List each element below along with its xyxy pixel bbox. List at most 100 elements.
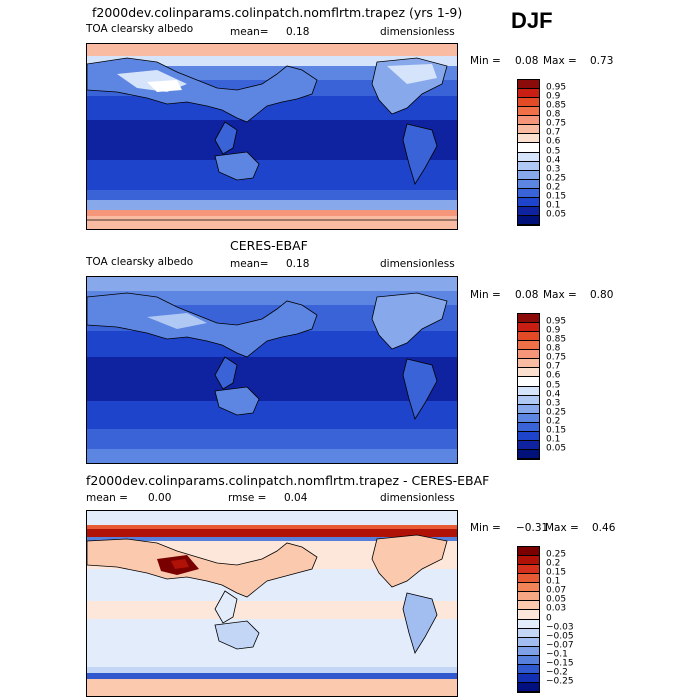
colorbar-swatch (518, 134, 539, 144)
colorbar-swatch (518, 206, 539, 216)
colorbar-swatch (518, 368, 539, 378)
panel-3-min-label: Min = (470, 522, 501, 534)
panel-1-map-field (87, 44, 457, 229)
panel-3-rmse-value: 0.04 (284, 492, 308, 504)
colorbar-label: 0.9 (546, 325, 561, 336)
colorbar-swatch (518, 646, 539, 656)
colorbar-swatch (518, 413, 539, 423)
colorbar-swatch (518, 359, 539, 369)
colorbar-swatch (518, 610, 539, 620)
colorbar-swatch (518, 179, 539, 189)
panel-1-colorbar-labels: 0.95 0.9 0.85 0.8 0.75 0.7 0.6 0.5 0.4 0.3 0.25 0.2… (546, 79, 586, 224)
colorbar-swatch (518, 556, 539, 566)
colorbar-label: −0.05 (546, 631, 574, 642)
colorbar-swatch (518, 583, 539, 593)
colorbar-swatch (518, 143, 539, 153)
colorbar-label: 0.2 (546, 558, 561, 569)
colorbar-label: 0.2 (546, 416, 561, 427)
panel-2-max-label: Max = (543, 289, 577, 301)
colorbar-label: 0.07 (546, 585, 567, 596)
colorbar-label: 0.75 (546, 118, 567, 129)
panel-2-mean-label: mean= (230, 258, 269, 270)
panel-2-variable: TOA clearsky albedo (86, 256, 194, 268)
colorbar-label: 0.3 (546, 398, 561, 409)
colorbar-swatch (518, 655, 539, 665)
colorbar-swatch (518, 592, 539, 602)
colorbar-swatch (518, 332, 539, 342)
colorbar-label: −0.2 (546, 667, 568, 678)
colorbar-swatch (518, 449, 539, 459)
colorbar-label: 0.2 (546, 182, 561, 193)
colorbar-label: 0.25 (546, 407, 567, 418)
colorbar-label: 0.1 (546, 576, 561, 587)
panel-3-rmse-label: rmse = (228, 492, 267, 504)
colorbar-swatch (518, 350, 539, 360)
panel-2-mean-value: 0.18 (286, 258, 310, 270)
colorbar-label: 0.3 (546, 164, 561, 175)
colorbar-swatch (518, 323, 539, 333)
panel-3-mean-label: mean = (86, 492, 128, 504)
colorbar-swatch (518, 341, 539, 351)
panel-3-max-value: 0.46 (592, 522, 616, 534)
colorbar-swatch (518, 637, 539, 647)
panel-2-max-value: 0.80 (590, 289, 614, 301)
panel-1-max-label: Max = (543, 55, 577, 67)
colorbar-label: 0.15 (546, 425, 567, 436)
panel-3-mean-value: 0.00 (148, 492, 172, 504)
colorbar-swatch (518, 188, 539, 198)
colorbar-label: 0.85 (546, 100, 567, 111)
colorbar-label: 0.05 (546, 443, 567, 454)
panel-3-map-field (87, 511, 457, 696)
colorbar-label: 0.6 (546, 136, 561, 147)
colorbar-swatch (518, 628, 539, 638)
panel-2-colorbar-labels: 0.95 0.9 0.85 0.8 0.75 0.7 0.6 0.5 0.4 0.3 0.25 0.2… (546, 313, 586, 458)
colorbar-swatch (518, 440, 539, 450)
colorbar-swatch (518, 565, 539, 575)
panel-2-min-value: 0.08 (515, 289, 539, 301)
colorbar-label: 0.25 (546, 173, 567, 184)
colorbar-label: 0.7 (546, 361, 561, 372)
colorbar-swatch (518, 395, 539, 405)
colorbar-label: 0.6 (546, 370, 561, 381)
colorbar-label: 0.75 (546, 352, 567, 363)
colorbar-label: −0.1 (546, 649, 568, 660)
colorbar-swatch (518, 601, 539, 611)
panel-2-title: CERES-EBAF (230, 238, 308, 253)
colorbar-swatch (518, 673, 539, 683)
colorbar-swatch (518, 574, 539, 584)
colorbar-swatch (518, 125, 539, 135)
panel-1-units: dimensionless (380, 26, 455, 38)
colorbar-label: 0.15 (546, 567, 567, 578)
panel-1-min-value: 0.08 (515, 55, 539, 67)
colorbar-label: 0.9 (546, 91, 561, 102)
colorbar-label: −0.15 (546, 658, 574, 669)
colorbar-label: 0 (546, 613, 552, 623)
panel-1-min-label: Min = (470, 55, 501, 67)
colorbar-swatch (518, 386, 539, 396)
colorbar-label: 0.5 (546, 380, 561, 390)
colorbar-swatch (518, 547, 539, 557)
panel-1-variable: TOA clearsky albedo (86, 23, 194, 35)
panel-1-map (86, 43, 458, 230)
colorbar-label: 0.7 (546, 127, 561, 138)
colorbar-swatch (518, 170, 539, 180)
panel-2-map-field (87, 277, 457, 463)
colorbar-label: 0.03 (546, 603, 567, 614)
panel-1-mean-label: mean= (230, 26, 269, 38)
colorbar-label: 0.25 (546, 549, 567, 560)
colorbar-label: 0.05 (546, 209, 567, 220)
colorbar-swatch (518, 664, 539, 674)
panel-3-min-value: −0.31 (516, 522, 549, 534)
colorbar-label: 0.4 (546, 155, 561, 166)
colorbar-swatch (518, 197, 539, 207)
colorbar-swatch (518, 682, 539, 692)
colorbar-swatch (518, 377, 539, 387)
colorbar-label: −0.25 (546, 676, 574, 687)
panel-3-units: dimensionless (380, 492, 455, 504)
colorbar-label: 0.1 (546, 434, 561, 445)
panel-3-map (86, 510, 458, 697)
colorbar-label: 0.5 (546, 146, 561, 156)
colorbar-swatch (518, 98, 539, 108)
colorbar-swatch (518, 431, 539, 441)
colorbar-label: 0.8 (546, 343, 561, 354)
